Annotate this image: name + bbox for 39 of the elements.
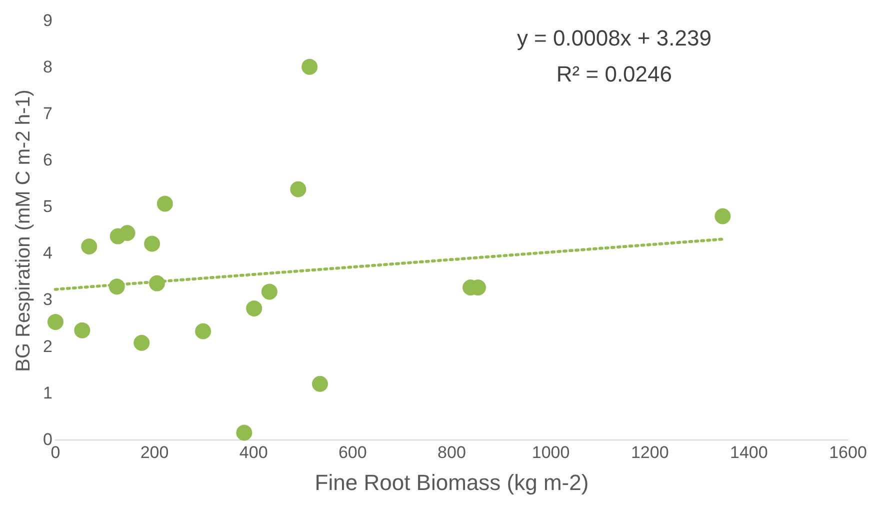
point — [195, 323, 212, 340]
y-tick-label: 7 — [42, 104, 52, 123]
point — [108, 278, 125, 295]
point — [144, 236, 160, 252]
point — [119, 225, 136, 242]
point — [134, 334, 150, 351]
y-tick-label: 9 — [42, 10, 52, 30]
point — [312, 376, 328, 392]
y-tick-label: 5 — [42, 197, 52, 216]
point — [236, 424, 252, 441]
annotation: R² = 0.0246 — [556, 61, 672, 86]
point — [714, 208, 731, 224]
y-tick-label: 8 — [42, 57, 52, 76]
x-tick-label: 1400 — [730, 443, 768, 462]
y-tick-label: 1 — [42, 383, 52, 402]
point — [156, 196, 173, 212]
y-tick-label: 4 — [42, 244, 52, 263]
point — [149, 275, 165, 292]
point — [290, 181, 306, 198]
x-tick-label: 200 — [140, 443, 169, 462]
point — [74, 322, 90, 338]
x-tick-label: 400 — [239, 443, 268, 462]
x-tick-label: 1200 — [630, 443, 669, 462]
annotation: y = 0.0008x + 3.239 — [516, 25, 712, 50]
y-tick-label: 2 — [42, 336, 52, 356]
x-tick-label: 800 — [438, 443, 466, 462]
x-tick-label: 600 — [338, 443, 367, 462]
point — [261, 284, 278, 300]
point — [246, 300, 262, 316]
y-axis-title: BG Respiration (mM C m-2 h-1) — [12, 90, 35, 372]
point — [81, 238, 98, 255]
point — [302, 58, 318, 75]
point — [47, 314, 64, 330]
y-tick-label: 6 — [42, 150, 52, 170]
x-axis-title: Fine Root Biomass (kg m-2) — [314, 470, 589, 495]
x-tick-label: 1000 — [532, 443, 570, 462]
x-tick-label: 1600 — [829, 443, 867, 462]
y-tick-label: 0 — [42, 430, 52, 449]
y-tick-label: 3 — [42, 290, 52, 310]
